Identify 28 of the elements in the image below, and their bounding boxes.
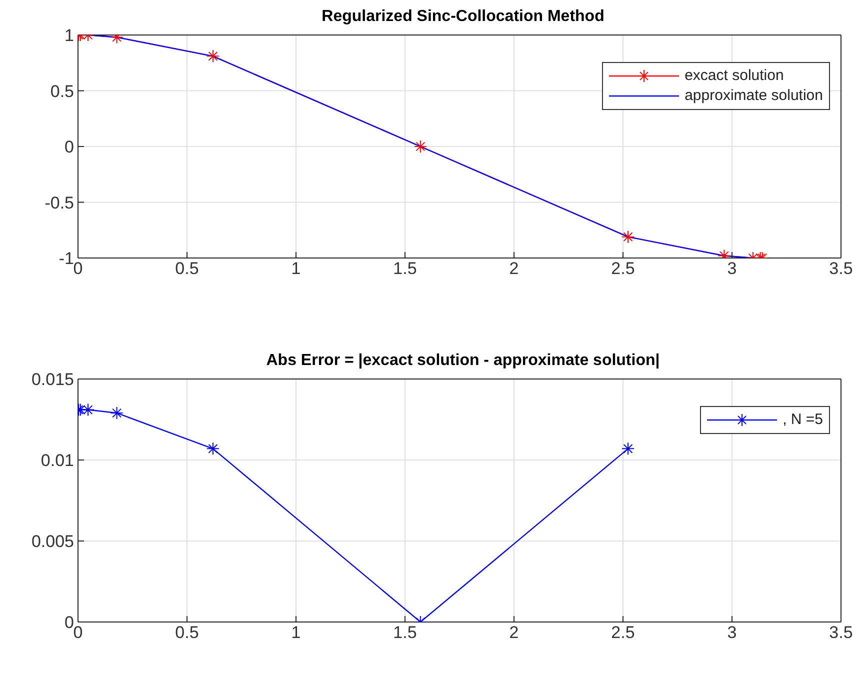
legend-label: excact solution bbox=[684, 66, 784, 86]
x-tick-label: 2 bbox=[509, 259, 519, 278]
y-tick-label: 0.01 bbox=[40, 451, 74, 470]
y-tick-label: -1 bbox=[58, 249, 74, 268]
x-tick-label: 1 bbox=[291, 623, 301, 642]
x-tick-label: 0.5 bbox=[175, 623, 199, 642]
x-tick-label: 1 bbox=[291, 259, 301, 278]
x-tick-label: 3 bbox=[727, 259, 737, 278]
chart-title: Regularized Sinc-Collocation Method bbox=[320, 8, 606, 27]
x-tick-label: 2 bbox=[509, 623, 519, 642]
legend-label: approximate solution bbox=[684, 86, 823, 106]
x-tick-label: 0.5 bbox=[175, 259, 199, 278]
y-tick-label: 0.5 bbox=[50, 82, 74, 101]
y-tick-label: 0 bbox=[64, 138, 74, 157]
legend-label: , N =5 bbox=[782, 410, 823, 430]
x-tick-label: 3.5 bbox=[829, 259, 853, 278]
y-tick-label: 0.005 bbox=[31, 532, 74, 552]
x-tick-label: 2.5 bbox=[611, 623, 635, 642]
chart-title: Abs Error = |excact solution - approximate solution| bbox=[265, 352, 661, 371]
x-tick-label: 2.5 bbox=[611, 259, 635, 278]
x-tick-label: 3.5 bbox=[829, 623, 853, 642]
x-tick-label: 3 bbox=[727, 623, 737, 642]
x-tick-label: 1.5 bbox=[393, 259, 417, 278]
point bbox=[414, 140, 427, 153]
y-tick-label: -0.5 bbox=[44, 193, 74, 212]
y-tick-label: 1 bbox=[64, 26, 74, 46]
x-tick-label: 1.5 bbox=[393, 623, 417, 642]
y-tick-label: 0.015 bbox=[31, 370, 74, 390]
